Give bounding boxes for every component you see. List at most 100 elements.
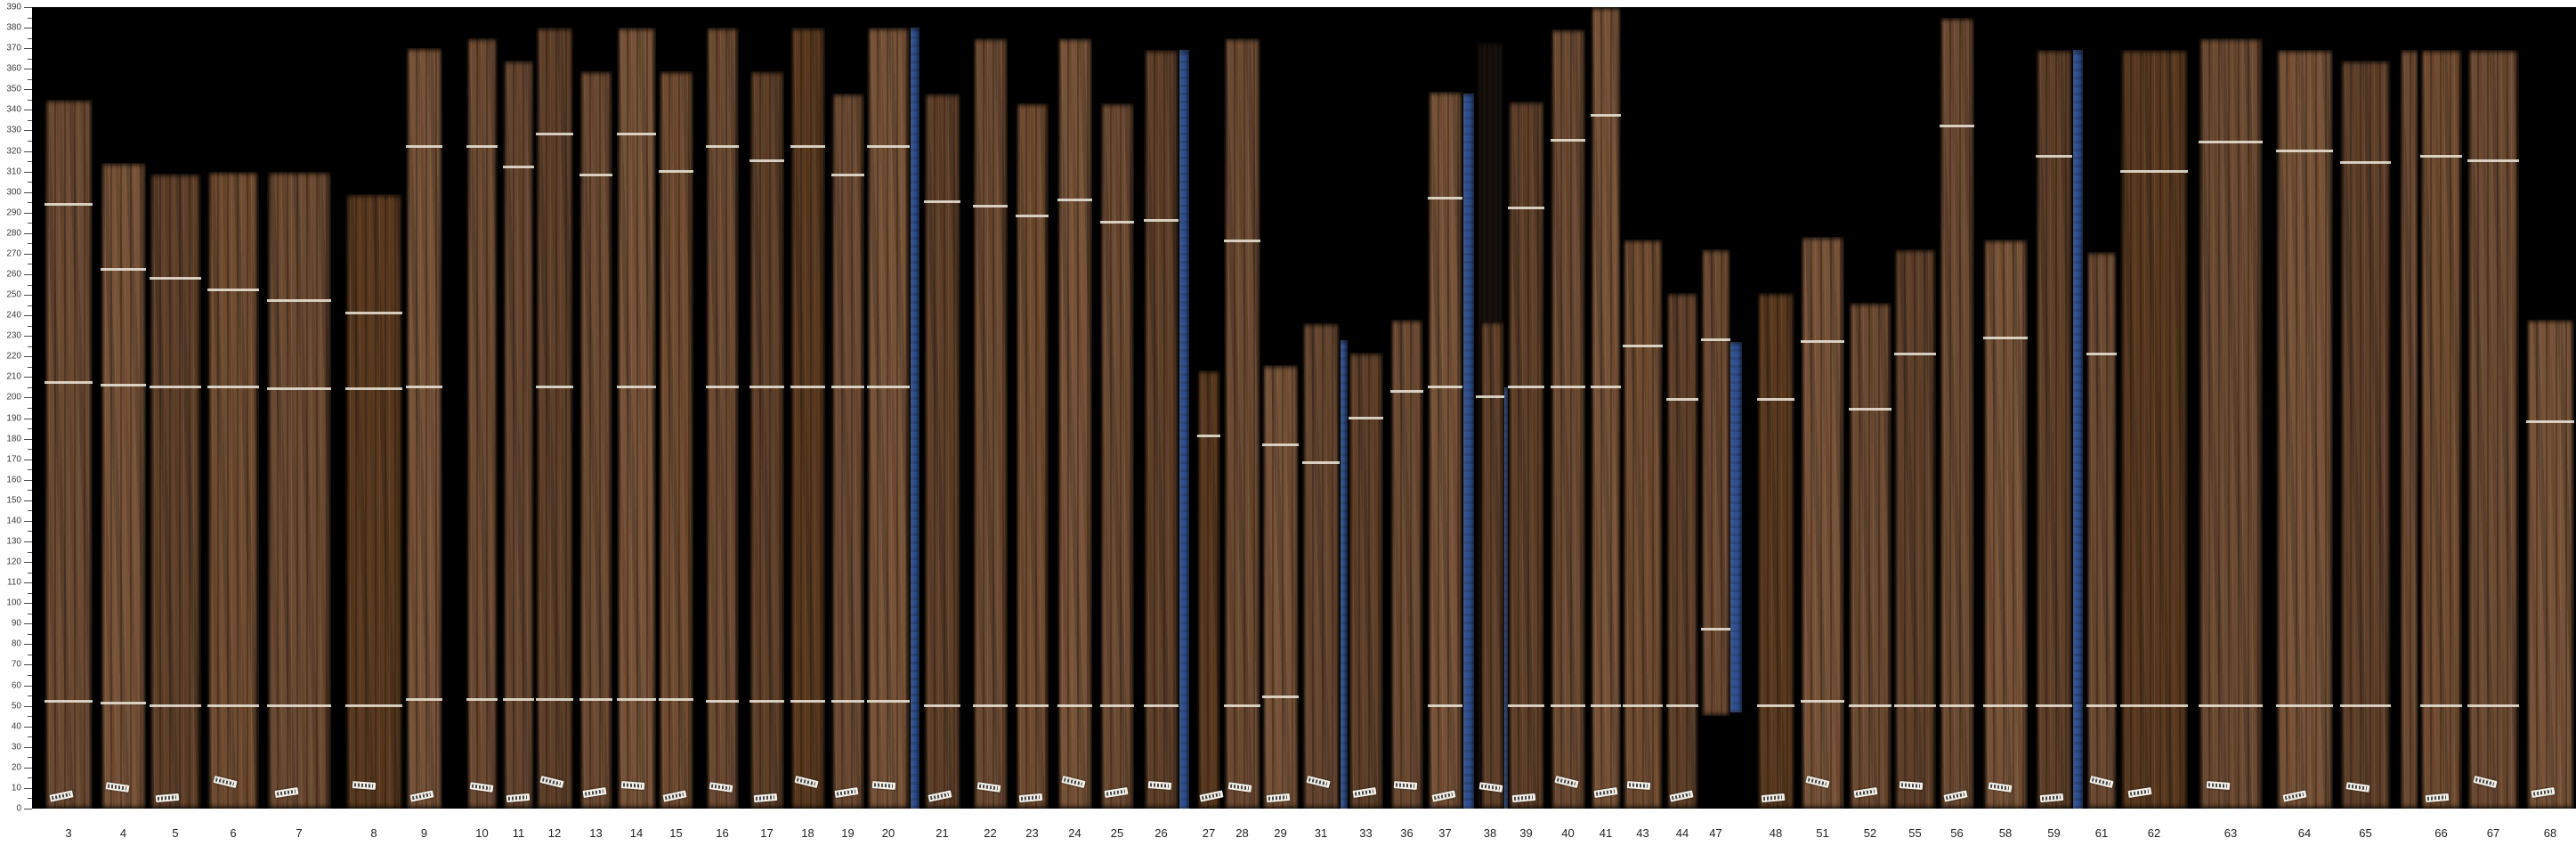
plank-6[interactable] (207, 171, 259, 809)
plank-7[interactable] (267, 171, 331, 809)
plank-18[interactable] (790, 28, 825, 809)
plank-67[interactable] (2467, 50, 2519, 809)
plank-65[interactable] (2340, 61, 2391, 809)
id-sticker (105, 782, 130, 793)
plank-12[interactable] (536, 28, 573, 809)
plank-47[interactable] (1701, 249, 1730, 717)
plank-38[interactable] (1476, 42, 1504, 809)
plank-25[interactable] (1100, 103, 1134, 809)
plank-21[interactable] (924, 93, 960, 809)
plank-29[interactable] (1262, 364, 1299, 809)
plank-33[interactable] (1349, 352, 1383, 809)
plank-14[interactable] (617, 28, 656, 809)
y-axis-label: 360 (6, 63, 21, 74)
plank-5[interactable] (150, 173, 201, 809)
y-tick-major (24, 500, 32, 501)
plank-26[interactable] (1144, 50, 1179, 809)
y-tick-major (24, 644, 32, 646)
sticker-text (584, 789, 604, 796)
y-tick-major (24, 274, 32, 275)
plank-9[interactable] (406, 48, 442, 809)
plank-48[interactable] (1757, 292, 1794, 809)
blue-edge-strip[interactable] (1504, 386, 1508, 809)
y-tick-major (24, 479, 32, 481)
plank-31[interactable] (1302, 323, 1340, 809)
plank-56[interactable] (1940, 17, 1974, 809)
plank-39[interactable] (1508, 102, 1544, 809)
plank-19[interactable] (831, 93, 864, 809)
y-tick-major (24, 541, 32, 542)
plank-55[interactable] (1894, 249, 1936, 809)
y-axis-label: 280 (6, 228, 21, 239)
plank-58[interactable] (1983, 239, 2028, 809)
plank-40[interactable] (1551, 29, 1585, 809)
y-tick-minor (28, 37, 32, 39)
y-axis-label: 180 (6, 434, 21, 444)
plank-lit-section (1480, 321, 1504, 809)
plank-41[interactable] (1591, 7, 1621, 809)
plank-37[interactable] (1428, 91, 1462, 809)
plank-61[interactable] (2086, 251, 2117, 809)
plank-43[interactable] (1623, 239, 1663, 809)
id-sticker (976, 782, 1001, 793)
y-tick-major (24, 89, 32, 91)
chalk-line (1849, 408, 1891, 411)
chalk-line (345, 704, 402, 707)
plank-16[interactable] (706, 28, 739, 809)
plot-area[interactable] (32, 7, 2576, 809)
y-tick-major (24, 767, 32, 769)
sticker-text (1354, 789, 1374, 796)
plank-63[interactable] (2199, 37, 2263, 809)
plank-28[interactable] (1224, 37, 1260, 809)
id-sticker (213, 775, 238, 789)
x-axis-label-10: 10 (475, 826, 489, 840)
x-axis-label-63: 63 (2224, 826, 2238, 840)
plank-15[interactable] (659, 70, 693, 809)
blue-edge-strip[interactable] (1463, 93, 1474, 809)
id-sticker (1593, 787, 1618, 798)
sticker-text (2207, 783, 2228, 788)
plank-27[interactable] (1197, 370, 1224, 809)
plank-3[interactable] (45, 99, 93, 809)
plank-59[interactable] (2036, 50, 2072, 809)
plank-51[interactable] (1801, 237, 1844, 809)
chalk-line (1144, 219, 1179, 222)
plank-68[interactable] (2526, 319, 2574, 809)
blue-edge-strip[interactable] (1730, 342, 1742, 712)
blue-edge-strip[interactable] (1179, 50, 1189, 809)
plank-17[interactable] (749, 70, 784, 809)
plank-8[interactable] (345, 194, 402, 809)
chalk-line (150, 276, 201, 280)
y-axis-label: 110 (7, 577, 21, 588)
y-tick-major (24, 150, 32, 152)
y-tick-minor (28, 592, 32, 594)
plank-23[interactable] (1016, 103, 1049, 809)
blue-edge-strip[interactable] (911, 28, 919, 809)
chalk-line (749, 385, 784, 388)
plank-4[interactable] (101, 163, 146, 809)
plank-22[interactable] (973, 37, 1008, 809)
sticker-text (755, 795, 775, 801)
chalk-line (790, 144, 825, 148)
chalk-line (659, 169, 693, 173)
plank-44[interactable] (1666, 292, 1698, 809)
plank-10[interactable] (466, 37, 498, 809)
plank-36[interactable] (1390, 319, 1423, 809)
plank-20[interactable] (867, 28, 910, 809)
sticker-text (1308, 777, 1328, 786)
plank-62[interactable] (2120, 50, 2188, 809)
chalk-line (1701, 628, 1730, 631)
plank-64[interactable] (2276, 50, 2333, 809)
y-tick-major (24, 356, 32, 358)
plank-11[interactable] (503, 61, 534, 809)
plank-52[interactable] (1849, 303, 1891, 809)
plank-66[interactable] (2420, 50, 2462, 809)
plank-unlabeled[interactable] (2400, 50, 2418, 809)
y-axis-label: 30 (11, 742, 21, 752)
blue-edge-strip[interactable] (2073, 50, 2083, 809)
blue-edge-strip[interactable] (1341, 339, 1348, 809)
plank-24[interactable] (1057, 37, 1092, 809)
id-sticker (871, 781, 896, 790)
y-tick-minor (28, 716, 32, 718)
plank-13[interactable] (579, 70, 612, 809)
